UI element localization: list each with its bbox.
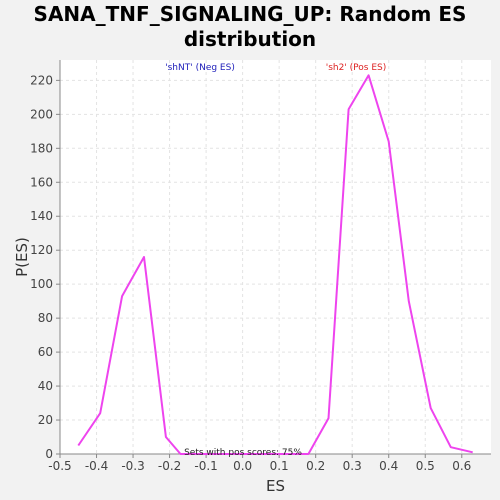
- x-tick-label-10: 0.5: [416, 459, 435, 473]
- y-axis-label: P(ES): [13, 237, 31, 277]
- y-tick-label-7: 140: [30, 209, 53, 223]
- y-tick-label-9: 180: [30, 141, 53, 155]
- y-tick-label-3: 60: [38, 345, 53, 359]
- y-tick-label-1: 20: [38, 413, 53, 427]
- y-tick-label-8: 160: [30, 175, 53, 189]
- x-tick-label-2: -0.3: [121, 459, 144, 473]
- y-tick-label-0: 0: [45, 447, 53, 461]
- x-tick-label-11: 0.6: [452, 459, 471, 473]
- x-tick-label-7: 0.2: [306, 459, 325, 473]
- chart-title-line-1: SANA_TNF_SIGNALING_UP: Random ES: [33, 2, 467, 26]
- x-tick-label-6: 0.1: [270, 459, 289, 473]
- y-tick-label-4: 80: [38, 311, 53, 325]
- pos-scores-footer: Sets with pos scores: 75%: [184, 448, 302, 458]
- y-tick-label-6: 120: [30, 243, 53, 257]
- x-tick-label-1: -0.4: [85, 459, 108, 473]
- pos-es-label: 'sh2' (Pos ES): [326, 63, 387, 73]
- series-line-0: [77, 74, 473, 455]
- x-tick-label-5: 0.0: [233, 459, 252, 473]
- chart-title-line-2: distribution: [183, 27, 317, 51]
- x-tick-label-3: -0.2: [158, 459, 181, 473]
- neg-es-label: 'shNT' (Neg ES): [165, 63, 235, 73]
- y-tick-label-5: 100: [30, 277, 53, 291]
- x-axis-label: ES: [266, 477, 285, 495]
- x-tick-label-9: 0.4: [379, 459, 398, 473]
- x-tick-label-4: -0.1: [194, 459, 217, 473]
- x-tick-label-8: 0.3: [343, 459, 362, 473]
- x-tick-label-0: -0.5: [48, 459, 71, 473]
- y-tick-label-11: 220: [30, 73, 53, 87]
- y-tick-label-10: 200: [30, 107, 53, 121]
- y-tick-label-2: 40: [38, 379, 53, 393]
- plot-area: [60, 60, 491, 454]
